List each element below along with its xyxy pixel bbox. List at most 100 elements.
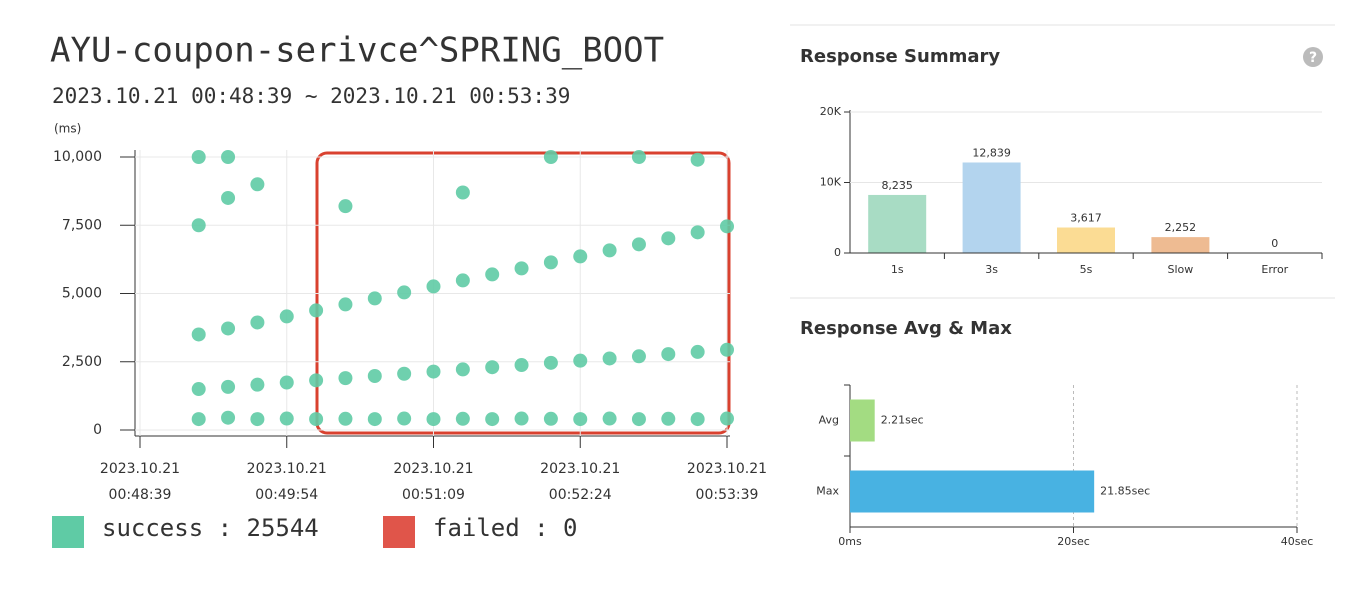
value-label: 3,617 (1070, 212, 1102, 225)
help-icon-text[interactable]: ? (1309, 50, 1317, 66)
x-tick-label: 0ms (838, 535, 862, 548)
point (221, 321, 236, 336)
point (309, 412, 324, 427)
point (690, 225, 705, 240)
point (631, 237, 646, 252)
point (661, 231, 676, 246)
y-tick-label: Max (816, 485, 839, 498)
bar (962, 162, 1021, 253)
point (720, 342, 734, 357)
help-icon[interactable] (1303, 47, 1323, 67)
bar (868, 194, 927, 253)
value-label: 8,235 (881, 179, 913, 192)
x-tick-label: 00:53:39 (696, 487, 759, 503)
point (455, 362, 470, 377)
point (426, 279, 441, 294)
point (661, 347, 676, 362)
x-tick-label: 40sec (1281, 535, 1314, 548)
value-label: 21.85sec (1100, 485, 1150, 498)
point (485, 412, 500, 427)
point (631, 150, 646, 164)
point (221, 379, 236, 394)
point (455, 273, 470, 288)
y-tick-label: 5,000 (62, 286, 102, 302)
point (543, 255, 558, 270)
point (426, 412, 441, 427)
point (426, 364, 441, 379)
value-label: 12,839 (972, 146, 1011, 159)
point (602, 411, 617, 426)
point (367, 412, 382, 427)
point (514, 261, 529, 276)
point (250, 177, 265, 192)
time-range: 2023.10.21 00:48:39 ~ 2023.10.21 00:53:3… (52, 84, 570, 108)
point (543, 150, 558, 164)
point (191, 327, 206, 342)
x-tick-label: 1s (891, 263, 904, 276)
point (279, 411, 294, 426)
point (485, 267, 500, 282)
point (690, 412, 705, 427)
x-tick-label: Error (1261, 263, 1288, 276)
bar (1057, 227, 1115, 253)
point (250, 412, 265, 427)
point (191, 218, 206, 233)
y-tick-label: 10,000 (53, 149, 102, 165)
point (397, 285, 412, 300)
point (367, 291, 382, 306)
x-tick-label: 3s (985, 263, 998, 276)
point (191, 382, 206, 397)
point (455, 185, 470, 200)
point (720, 219, 734, 234)
point (221, 410, 236, 425)
x-tick-label: 5s (1080, 263, 1093, 276)
point (573, 412, 588, 427)
x-tick-label: Slow (1168, 263, 1194, 276)
y-tick-label: 0 (93, 422, 102, 438)
service-title: AYU-coupon-serivce^SPRING_BOOT (50, 31, 664, 71)
value-label: 2.21sec (881, 414, 924, 427)
point (338, 371, 353, 386)
y-tick-label: 10K (820, 176, 842, 189)
value-label: 0 (1271, 237, 1278, 250)
y-tick-label: Avg (819, 414, 839, 427)
point (573, 353, 588, 368)
legend-label: success : 25544 (102, 514, 319, 542)
x-tick-label: 00:51:09 (402, 487, 465, 503)
point (602, 351, 617, 366)
panel-title: Response Avg & Max (800, 318, 1012, 339)
point (514, 411, 529, 426)
legend-label: failed : 0 (433, 514, 578, 542)
point (602, 243, 617, 258)
x-tick-label: 2023.10.21 (393, 461, 473, 477)
point (661, 411, 676, 426)
x-tick-label: 2023.10.21 (687, 461, 767, 477)
x-tick-label: 00:48:39 (109, 487, 172, 503)
point (573, 249, 588, 264)
point (309, 303, 324, 318)
point (191, 412, 206, 427)
point (690, 152, 705, 167)
point (397, 366, 412, 381)
point (455, 411, 470, 426)
y-tick-label: 20K (820, 105, 842, 118)
y-tick-label: 2,500 (62, 354, 102, 370)
point (631, 349, 646, 364)
x-tick-label: 20sec (1057, 535, 1090, 548)
x-tick-label: 00:52:24 (549, 487, 612, 503)
point (250, 315, 265, 330)
bar (1151, 237, 1210, 253)
panel-title: Response Summary (800, 46, 1000, 67)
point (279, 309, 294, 324)
x-tick-label: 2023.10.21 (100, 461, 180, 477)
bar (850, 470, 1095, 513)
point (309, 373, 324, 388)
point (221, 150, 236, 164)
point (338, 411, 353, 426)
point (514, 358, 529, 373)
x-tick-label: 00:49:54 (255, 487, 318, 503)
y-tick-label: 7,500 (62, 217, 102, 233)
point (191, 150, 206, 164)
